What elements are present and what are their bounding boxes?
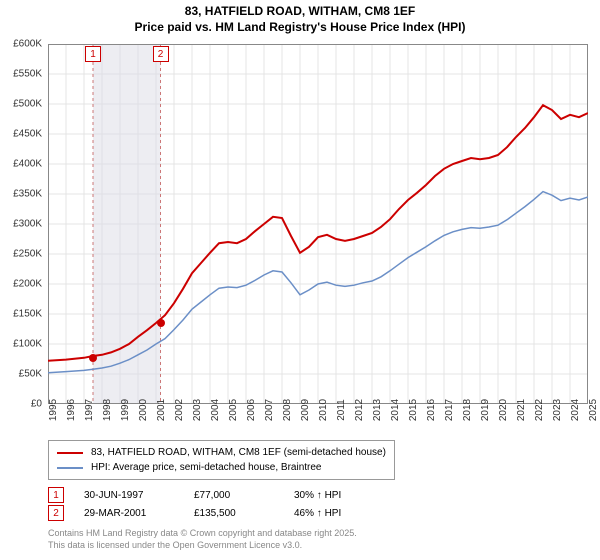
legend-swatch-2 [57,467,83,469]
y-tick-label: £450K [13,129,42,140]
sale-dot-2 [157,319,165,327]
x-tick-label: 2021 [516,399,527,421]
x-tick-label: 2022 [534,399,545,421]
x-tick-label: 2020 [498,399,509,421]
y-tick-label: £250K [13,249,42,260]
x-tick-label: 2023 [552,399,563,421]
sale-price-1: £77,000 [194,490,274,501]
x-tick-label: 1997 [84,399,95,421]
legend: 83, HATFIELD ROAD, WITHAM, CM8 1EF (semi… [48,440,395,480]
sale-badge-2: 2 [48,505,64,521]
y-tick-label: £100K [13,339,42,350]
x-tick-label: 2018 [462,399,473,421]
x-tick-label: 2011 [336,399,347,421]
y-tick-label: £600K [13,39,42,50]
x-tick-label: 2009 [300,399,311,421]
legend-label-1: 83, HATFIELD ROAD, WITHAM, CM8 1EF (semi… [91,445,386,460]
footer-line2: This data is licensed under the Open Gov… [48,540,357,552]
x-tick-label: 2004 [210,399,221,421]
x-tick-label: 2017 [444,399,455,421]
x-tick-label: 2006 [246,399,257,421]
y-tick-label: £500K [13,99,42,110]
y-tick-label: £550K [13,69,42,80]
y-tick-label: £0 [31,399,42,410]
sale-row-2: 2 29-MAR-2001 £135,500 46% ↑ HPI [48,504,341,522]
title-line1: 83, HATFIELD ROAD, WITHAM, CM8 1EF [0,4,600,20]
x-tick-label: 2013 [372,399,383,421]
x-tick-label: 2025 [588,399,599,421]
x-tick-label: 2016 [426,399,437,421]
sales-table: 1 30-JUN-1997 £77,000 30% ↑ HPI 2 29-MAR… [48,486,341,522]
x-tick-label: 2005 [228,399,239,421]
x-tick-label: 2007 [264,399,275,421]
y-tick-label: £150K [13,309,42,320]
x-tick-label: 1995 [48,399,59,421]
x-tick-label: 2010 [318,399,329,421]
y-tick-label: £350K [13,189,42,200]
sale-dot-1 [89,354,97,362]
plot-svg [48,44,588,404]
x-tick-label: 2008 [282,399,293,421]
chart-title: 83, HATFIELD ROAD, WITHAM, CM8 1EF Price… [0,0,600,35]
sale-row-1: 1 30-JUN-1997 £77,000 30% ↑ HPI [48,486,341,504]
x-tick-label: 1999 [120,399,131,421]
x-tick-label: 1996 [66,399,77,421]
legend-item-2: HPI: Average price, semi-detached house,… [57,460,386,475]
x-tick-label: 1998 [102,399,113,421]
x-tick-label: 2000 [138,399,149,421]
footer-line1: Contains HM Land Registry data © Crown c… [48,528,357,540]
sale-marker-2: 2 [153,46,169,62]
sale-price-2: £135,500 [194,508,274,519]
x-tick-label: 2003 [192,399,203,421]
sale-date-2: 29-MAR-2001 [84,508,174,519]
x-tick-label: 2002 [174,399,185,421]
title-line2: Price paid vs. HM Land Registry's House … [0,20,600,36]
x-tick-label: 2001 [156,399,167,421]
footer: Contains HM Land Registry data © Crown c… [48,528,357,551]
sale-marker-1: 1 [85,46,101,62]
x-tick-label: 2012 [354,399,365,421]
y-tick-label: £200K [13,279,42,290]
sale-vs-hpi-1: 30% ↑ HPI [294,490,341,501]
sale-badge-1: 1 [48,487,64,503]
x-tick-label: 2014 [390,399,401,421]
sale-date-1: 30-JUN-1997 [84,490,174,501]
sale-vs-hpi-2: 46% ↑ HPI [294,508,341,519]
y-tick-label: £300K [13,219,42,230]
y-tick-label: £50K [19,369,42,380]
x-tick-label: 2015 [408,399,419,421]
legend-label-2: HPI: Average price, semi-detached house,… [91,460,322,475]
y-tick-label: £400K [13,159,42,170]
x-tick-label: 2019 [480,399,491,421]
legend-swatch-1 [57,452,83,454]
x-tick-label: 2024 [570,399,581,421]
legend-item-1: 83, HATFIELD ROAD, WITHAM, CM8 1EF (semi… [57,445,386,460]
chart-area: £0£50K£100K£150K£200K£250K£300K£350K£400… [48,44,588,404]
